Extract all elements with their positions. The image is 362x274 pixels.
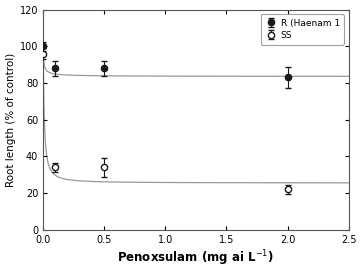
X-axis label: Penoxsulam (mg ai L$^{-1}$): Penoxsulam (mg ai L$^{-1}$) [117,249,274,269]
Legend: R (Haenam 1, SS: R (Haenam 1, SS [261,14,344,45]
Y-axis label: Root length (% of control): Root length (% of control) [5,53,16,187]
